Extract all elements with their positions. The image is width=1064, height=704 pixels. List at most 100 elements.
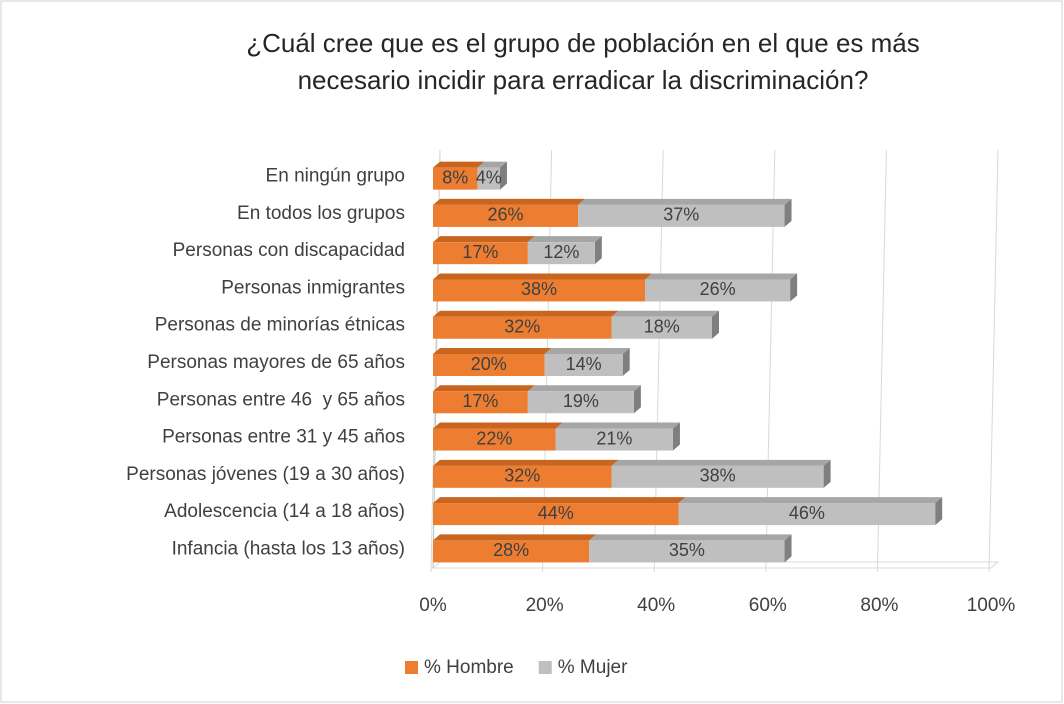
bar-top [611, 459, 831, 466]
bar [433, 204, 579, 227]
bar [527, 391, 634, 414]
category-label: Infancia (hasta los 13 años) [172, 538, 405, 559]
value-label: 19% [563, 391, 599, 411]
bar-top [433, 161, 485, 168]
x-tick-label: 100% [967, 595, 1016, 616]
bar-side [672, 422, 680, 451]
bar-top [611, 310, 719, 317]
bar [433, 316, 612, 339]
chart-title: necesario incidir para erradicar la disc… [298, 65, 869, 95]
bar [433, 279, 646, 302]
value-label: 17% [462, 391, 498, 411]
bar-top [678, 497, 943, 504]
bar [477, 167, 500, 190]
legend-label: % Mujer [558, 657, 628, 678]
bar-top [433, 273, 653, 280]
bar [678, 503, 936, 526]
bar [433, 428, 556, 451]
bar-top [578, 198, 792, 205]
bar-top [645, 273, 798, 280]
category-label: Personas mayores de 65 años [147, 352, 405, 373]
bar [589, 540, 785, 563]
bar-side [594, 236, 602, 265]
bar-side [712, 310, 719, 339]
bar [433, 465, 612, 488]
bar-top [433, 198, 586, 205]
bar-side [499, 161, 507, 190]
bar [433, 242, 528, 265]
category-label: Personas de minorías étnicas [155, 315, 405, 336]
x-tick-label: 80% [860, 595, 898, 616]
bar-side [633, 385, 641, 414]
bar-top [544, 348, 630, 354]
bar-side [790, 273, 798, 302]
category-label: Personas entre 31 y 45 años [162, 427, 405, 448]
value-label: 32% [504, 466, 540, 486]
bar [544, 354, 623, 376]
bar-side [823, 459, 831, 488]
value-label: 46% [789, 503, 825, 523]
bar-top [433, 385, 535, 392]
bar [527, 242, 595, 265]
bar-top [477, 161, 507, 168]
value-label: 37% [663, 205, 699, 225]
bar [611, 465, 824, 488]
category-label: Personas inmigrantes [221, 277, 405, 298]
bar-side [784, 534, 792, 563]
bar-top [527, 236, 602, 243]
bar-top [589, 534, 792, 541]
bar [433, 391, 528, 414]
x-tick-label: 40% [637, 595, 675, 616]
category-label: En todos los grupos [237, 203, 405, 224]
bar-top [527, 385, 641, 392]
bar-top [433, 348, 552, 354]
category-label: Personas jóvenes (19 a 30 años) [126, 464, 405, 485]
bar-side [935, 497, 943, 526]
value-label: 17% [462, 242, 498, 262]
bar-top [433, 534, 597, 541]
value-label: 38% [700, 466, 736, 486]
value-label: 26% [700, 279, 736, 299]
bar [433, 354, 545, 376]
x-tick-label: 20% [526, 595, 564, 616]
value-label: 21% [596, 428, 632, 448]
value-label: 18% [644, 316, 680, 336]
bar [645, 279, 791, 302]
grid-line [988, 149, 999, 573]
x-tick-label: 60% [749, 595, 787, 616]
value-label: 35% [669, 540, 705, 560]
value-label: 14% [566, 354, 602, 374]
x-tick-label: 0% [419, 595, 447, 616]
legend-swatch [538, 661, 552, 674]
value-label: 26% [488, 205, 524, 225]
value-label: 4% [476, 167, 502, 187]
value-label: 20% [471, 354, 507, 374]
value-label: 12% [543, 242, 579, 262]
category-label: Personas con discapacidad [173, 240, 405, 261]
category-label: Personas entre 46 y 65 años [157, 389, 405, 410]
bar [611, 316, 712, 339]
bar [433, 540, 590, 563]
value-label: 44% [538, 503, 574, 523]
bar [433, 503, 679, 526]
value-label: 22% [476, 428, 512, 448]
bar [555, 428, 673, 451]
chart-title: ¿Cuál cree que es el grupo de población … [246, 28, 920, 58]
bar-top [433, 236, 535, 243]
bar-side [622, 348, 630, 376]
bar-top [555, 422, 680, 429]
category-label: En ningún grupo [266, 166, 405, 187]
bar-side [784, 198, 792, 227]
bar-top [433, 310, 619, 317]
bar-top [433, 422, 563, 429]
legend-label: % Hombre [424, 657, 514, 678]
bar [433, 167, 478, 190]
category-label: Adolescencia (14 a 18 años) [164, 501, 405, 522]
bar [578, 204, 785, 227]
value-label: 28% [493, 540, 529, 560]
value-label: 38% [521, 279, 557, 299]
value-label: 8% [442, 167, 468, 187]
floor [431, 561, 1000, 569]
bar-top [433, 497, 686, 504]
